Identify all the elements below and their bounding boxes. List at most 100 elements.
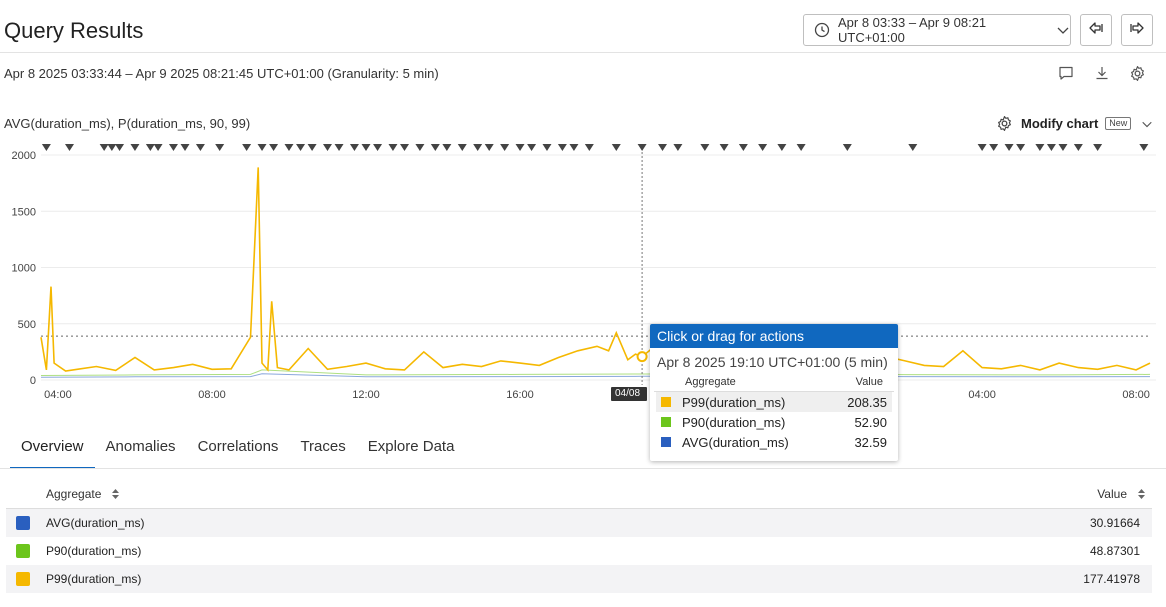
anomaly-marker (1046, 144, 1056, 151)
tooltip-row[interactable]: P99(duration_ms) 208.35 (656, 392, 892, 412)
x-tick-label: 16:00 (506, 389, 534, 401)
tooltip-row-name: P99(duration_ms) (682, 394, 786, 410)
anomaly-marker (99, 144, 109, 151)
anomaly-marker (430, 144, 440, 151)
anomaly-marker (637, 144, 647, 151)
anomaly-marker (442, 144, 452, 151)
anomaly-marker (611, 144, 621, 151)
tooltip-time: Apr 8 2025 19:10 UTC+01:00 (5 min) (657, 354, 888, 370)
cursor-point (636, 351, 648, 363)
x-tick-label: 04:00 (44, 389, 72, 401)
comment-icon[interactable] (1057, 64, 1075, 82)
time-range-picker[interactable]: Apr 8 03:33 – Apr 9 08:21 UTC+01:00 (803, 14, 1071, 46)
anomaly-marker (415, 144, 425, 151)
anomaly-marker (989, 144, 999, 151)
y-tick-label: 0 (30, 375, 36, 387)
gear-icon (996, 115, 1013, 132)
anomaly-marker (796, 144, 806, 151)
anomaly-marker (307, 144, 317, 151)
anomaly-marker (322, 144, 332, 151)
row-value: 48.87301 (1089, 544, 1140, 558)
tab-explore-data[interactable]: Explore Data (367, 438, 455, 455)
anomaly-marker (130, 144, 140, 151)
anomaly-marker (1035, 144, 1045, 151)
series-swatch (16, 572, 30, 586)
x-tick-label: 04:00 (968, 389, 996, 401)
anomaly-marker (388, 144, 398, 151)
x-tick-label: 08:00 (1122, 389, 1150, 401)
anomaly-marker (484, 144, 494, 151)
anomaly-marker (64, 144, 74, 151)
anomaly-marker (269, 144, 279, 151)
tooltip-col-aggregate: Aggregate (685, 376, 736, 388)
anomaly-marker (400, 144, 410, 151)
tab-traces[interactable]: Traces (300, 438, 346, 455)
time-range-label: Apr 8 03:33 – Apr 9 08:21 UTC+01:00 (838, 15, 987, 45)
tooltip-columns: Aggregate Value (654, 372, 894, 392)
anomaly-marker (41, 144, 51, 151)
y-tick-label: 2000 (12, 150, 36, 162)
anomaly-marker (515, 144, 525, 151)
download-icon[interactable] (1093, 64, 1111, 82)
chart-tooltip[interactable]: Click or drag for actions Apr 8 2025 19:… (650, 324, 898, 461)
gear-icon[interactable] (1128, 64, 1146, 82)
anomaly-marker (542, 144, 552, 151)
anomaly-marker (180, 144, 190, 151)
tooltip-row-value: 32.59 (854, 434, 887, 450)
anomaly-marker (215, 144, 225, 151)
anomaly-marker (153, 144, 163, 151)
step-forward-button[interactable] (1121, 14, 1153, 46)
column-header-aggregate[interactable]: Aggregate (46, 487, 1097, 501)
anomaly-marker (977, 144, 987, 151)
query-time-summary: Apr 8 2025 03:33:44 – Apr 9 2025 08:21:4… (4, 66, 439, 81)
anomaly-marker (1073, 144, 1083, 151)
series-swatch (16, 516, 30, 530)
anomaly-marker (700, 144, 710, 151)
tab-anomalies[interactable]: Anomalies (105, 438, 176, 455)
chevron-down-icon (1056, 23, 1070, 37)
anomaly-marker (296, 144, 306, 151)
row-aggregate: P99(duration_ms) (46, 572, 142, 586)
modify-chart-button[interactable]: Modify chart New (996, 115, 1153, 132)
tooltip-col-value: Value (855, 376, 883, 388)
anomaly-marker (1058, 144, 1068, 151)
table-row[interactable]: AVG(duration_ms) 30.91664 (6, 509, 1152, 537)
anomaly-marker (1004, 144, 1014, 151)
tab-correlations[interactable]: Correlations (197, 438, 279, 455)
anomaly-marker (527, 144, 537, 151)
anomaly-marker (457, 144, 467, 151)
anomaly-marker (719, 144, 729, 151)
clock-icon (814, 22, 830, 38)
anomaly-marker (473, 144, 483, 151)
step-back-icon (1088, 20, 1104, 41)
chart-title: AVG(duration_ms), P(duration_ms, 90, 99) (4, 116, 251, 131)
table-row[interactable]: P90(duration_ms) 48.87301 (6, 537, 1152, 565)
anomaly-marker (145, 144, 155, 151)
anomaly-marker (842, 144, 852, 151)
x-tick-label: 08:00 (198, 389, 226, 401)
tooltip-row[interactable]: AVG(duration_ms) 32.59 (656, 432, 892, 452)
anomaly-marker (361, 144, 371, 151)
tooltip-row[interactable]: P90(duration_ms) 52.90 (656, 412, 892, 432)
anomaly-marker (673, 144, 683, 151)
anomaly-marker (349, 144, 359, 151)
tab-overview[interactable]: Overview (10, 434, 95, 469)
anomaly-marker (758, 144, 768, 151)
anomaly-marker (257, 144, 267, 151)
anomaly-marker (738, 144, 748, 151)
column-header-value[interactable]: Value (1097, 487, 1146, 501)
table-header: Aggregate Value (6, 480, 1152, 509)
modify-chart-label: Modify chart (1021, 116, 1099, 131)
page-title: Query Results (4, 18, 144, 43)
table-row[interactable]: P99(duration_ms) 177.41978 (6, 565, 1152, 593)
tooltip-header[interactable]: Click or drag for actions (650, 324, 898, 348)
step-back-button[interactable] (1080, 14, 1112, 46)
series-line (40, 369, 1151, 376)
series-swatch (16, 544, 30, 558)
anomaly-marker (569, 144, 579, 151)
series-swatch (661, 397, 671, 407)
row-value: 177.41978 (1083, 572, 1140, 586)
anomaly-marker (334, 144, 344, 151)
step-forward-icon (1129, 20, 1145, 41)
duration-chart[interactable]: 050010001500200004:0008:0012:0016:0020:0… (0, 140, 1166, 405)
